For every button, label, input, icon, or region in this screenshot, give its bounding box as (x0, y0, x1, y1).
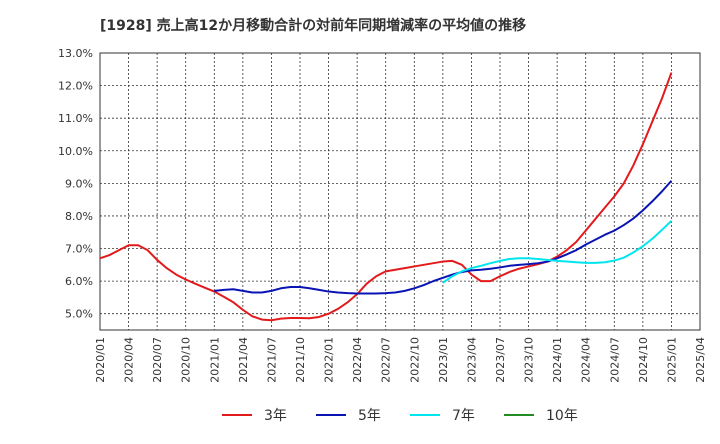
legend-label-1: 3年 (264, 408, 287, 424)
x-tick-label: 2024/04 (580, 337, 593, 383)
x-tick-label: 2023/04 (465, 337, 478, 383)
legend: 3年 5年 7年 10年 (222, 408, 578, 424)
legend-label-3: 7年 (452, 408, 475, 424)
y-tick-label: 8.0% (65, 210, 93, 223)
legend-label-2: 5年 (358, 408, 381, 424)
y-tick-label: 13.0% (58, 47, 93, 60)
x-tick-label: 2023/07 (494, 337, 507, 383)
x-axis: 2020/01 2020/04 2020/07 2020/10 2021/01 2021/… (94, 337, 707, 383)
y-tick-label: 9.0% (65, 177, 93, 190)
x-tick-label: 2022/10 (408, 337, 421, 383)
series-lines (99, 72, 673, 322)
x-tick-label: 2021/04 (237, 337, 250, 383)
x-tick-label: 2020/04 (123, 337, 136, 383)
x-tick-label: 2025/04 (694, 337, 707, 383)
x-tick-label: 2021/01 (208, 337, 221, 383)
grid-lines (99, 52, 701, 331)
x-tick-label: 2022/01 (323, 337, 336, 383)
y-tick-label: 12.0% (58, 80, 93, 93)
series-line-3 (442, 220, 673, 284)
x-tick-label: 2025/01 (665, 337, 678, 383)
plot-frame (99, 52, 701, 331)
x-tick-label: 2024/01 (551, 337, 564, 383)
x-tick-label: 2021/07 (265, 337, 278, 383)
x-tick-label: 2022/04 (351, 337, 364, 383)
y-tick-label: 6.0% (65, 275, 93, 288)
y-tick-label: 10.0% (58, 145, 93, 158)
x-tick-label: 2020/07 (151, 337, 164, 383)
x-tick-label: 2022/07 (380, 337, 393, 383)
x-tick-label: 2023/01 (437, 337, 450, 383)
series-line-1 (99, 72, 673, 322)
x-tick-label: 2024/10 (637, 337, 650, 383)
y-tick-label: 5.0% (65, 308, 93, 321)
x-tick-label: 2020/10 (180, 337, 193, 383)
x-tick-label: 2021/10 (294, 337, 307, 383)
y-tick-label: 11.0% (58, 112, 93, 125)
legend-label-4: 10年 (546, 408, 578, 424)
x-tick-label: 2024/07 (608, 337, 621, 383)
series-line-2 (214, 180, 673, 295)
y-axis: 5.0% 6.0% 7.0% 8.0% 9.0% 10.0% 11.0% 12.0% 13.0% (58, 47, 93, 321)
x-tick-label: 2020/01 (94, 337, 107, 383)
x-tick-label: 2023/10 (523, 337, 536, 383)
chart-title: [1928] 売上高12か月移動合計の対前年同期増減率の平均値の推移 (100, 17, 526, 34)
y-tick-label: 7.0% (65, 243, 93, 256)
